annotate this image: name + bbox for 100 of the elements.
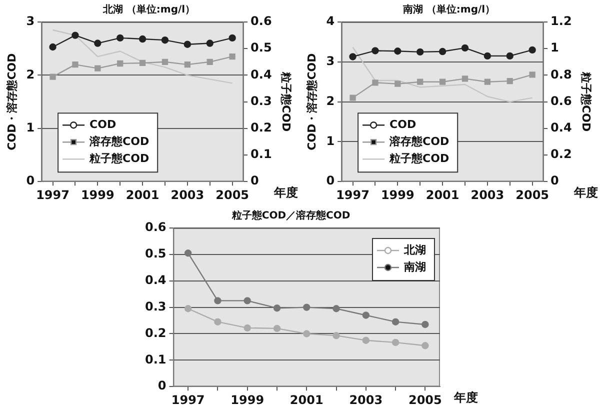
point — [506, 52, 514, 60]
y-tick-label: 0.6 — [144, 220, 166, 234]
chart-title: 北湖 （単位:mg/l） — [102, 4, 196, 16]
point — [372, 47, 379, 54]
point — [184, 40, 192, 48]
legend-label: COD — [90, 118, 116, 131]
point — [439, 78, 446, 85]
point — [362, 336, 370, 344]
point — [362, 312, 370, 319]
point — [139, 60, 146, 66]
point — [394, 80, 401, 87]
legend-label: 粒子態COD — [388, 152, 450, 165]
legend-label: 北湖 — [403, 243, 426, 256]
x-tick-label: 1999 — [230, 392, 264, 407]
y2-tick-label: 0.2 — [250, 120, 272, 135]
y-tick-label: 0.2 — [144, 326, 166, 340]
y2-tick-label: 0.5 — [250, 40, 272, 55]
point — [484, 78, 491, 85]
x-tick-label: 1997 — [171, 392, 205, 407]
point — [273, 304, 281, 312]
point — [206, 58, 213, 65]
point — [244, 324, 251, 332]
x-axis-title: 年度 — [453, 390, 478, 405]
legend-label: 粒子態COD — [88, 152, 150, 165]
point — [116, 34, 124, 42]
point — [462, 76, 468, 82]
point — [162, 58, 168, 65]
point — [244, 297, 251, 304]
chart-title: 粒子態COD／溶存態COD — [230, 210, 350, 222]
point — [528, 46, 536, 54]
point — [422, 342, 429, 350]
y2-tick-label: 0 — [550, 174, 559, 188]
y2-tick-label: 0.2 — [550, 147, 572, 162]
point — [184, 250, 192, 257]
x-tick-label: 1999 — [380, 188, 414, 202]
point — [49, 43, 56, 51]
y2-axis-title: 粒子態COD — [280, 71, 293, 132]
y-tick-label: 4 — [326, 14, 335, 28]
y-tick-label: 3 — [26, 14, 35, 28]
point — [303, 304, 310, 311]
y2-tick-label: 0.1 — [250, 147, 272, 162]
y2-tick-label: 0 — [250, 174, 259, 188]
y2-axis-title: 粒子態COD — [580, 71, 593, 132]
point — [350, 94, 356, 101]
x-tick-label: 1997 — [336, 188, 370, 202]
legend-label: COD — [390, 118, 416, 131]
legend-label: 溶存態COD — [388, 134, 450, 148]
point — [214, 318, 222, 326]
y2-tick-label: 1.2 — [550, 14, 572, 28]
point — [72, 32, 79, 39]
point — [184, 305, 192, 312]
x-tick-label: 2005 — [516, 188, 550, 202]
point — [206, 40, 214, 47]
y-tick-label: 0.5 — [144, 246, 166, 261]
point — [117, 60, 124, 67]
y-axis-title: COD・溶存態COD — [305, 53, 318, 150]
legend-label: 溶存態COD — [88, 134, 150, 148]
x-axis-title: 年度 — [273, 186, 298, 200]
point — [94, 65, 101, 72]
x-tick-label: 2001 — [126, 188, 160, 202]
x-tick-label: 2003 — [170, 188, 204, 202]
point — [392, 338, 400, 346]
point — [438, 48, 446, 56]
y-tick-label: 0 — [158, 378, 166, 393]
y-tick-label: 0 — [26, 174, 35, 188]
point — [273, 324, 281, 332]
y-tick-label: 3 — [326, 54, 335, 68]
x-tick-label: 2003 — [470, 188, 504, 202]
point — [138, 35, 146, 43]
x-tick-label: 2005 — [408, 392, 442, 407]
y2-tick-label: 0.4 — [250, 67, 272, 82]
point — [332, 332, 340, 340]
x-axis-title: 年度 — [573, 186, 598, 200]
point — [372, 80, 378, 86]
point — [392, 318, 400, 326]
y-tick-label: 2 — [26, 67, 35, 82]
point — [184, 61, 191, 68]
chart-title: 南湖 （単位:mg/l） — [402, 4, 496, 16]
point — [303, 330, 310, 338]
y-tick-label: 1 — [26, 120, 35, 135]
point — [228, 34, 236, 42]
y-tick-label: 0.1 — [144, 352, 166, 366]
point — [161, 36, 169, 44]
y2-tick-label: 1 — [550, 40, 559, 55]
point — [394, 48, 402, 55]
y-tick-label: 0 — [326, 174, 335, 188]
point — [506, 78, 513, 84]
y-axis-title: COD・溶存態COD — [5, 53, 18, 150]
point — [461, 44, 469, 52]
point — [50, 74, 56, 80]
y2-tick-label: 0.3 — [250, 94, 272, 108]
point — [72, 61, 78, 68]
y2-tick-label: 0.8 — [550, 67, 572, 82]
point — [417, 78, 424, 85]
y-tick-label: 0.3 — [144, 299, 166, 314]
point — [214, 297, 222, 304]
y2-tick-label: 0.6 — [250, 14, 272, 28]
x-tick-label: 2003 — [349, 392, 383, 407]
point — [484, 52, 492, 60]
x-tick-label: 1999 — [80, 188, 114, 202]
